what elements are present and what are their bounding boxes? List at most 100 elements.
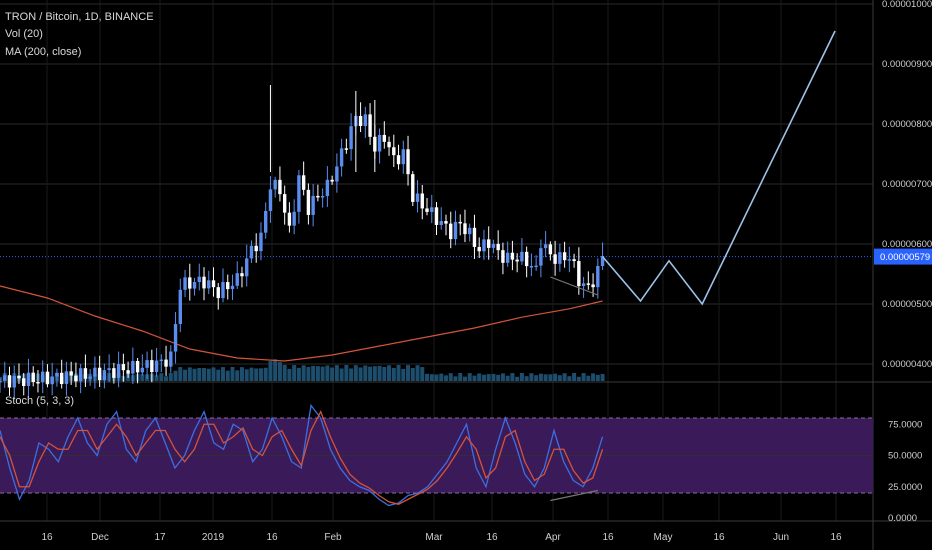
candle-body [0,380,2,383]
volume-bar [334,365,339,381]
price-tick-label: 0.00001000 [882,0,932,10]
volume-bar [244,369,249,381]
volume-bar [415,365,420,381]
candle-body [539,248,543,266]
candle-body [439,221,443,225]
candle-body [510,252,515,260]
candle-body [26,372,31,386]
volume-bar [439,373,444,381]
volume-bar [258,368,263,381]
candle-body [74,375,78,382]
volume-bar [187,367,192,381]
candle-body [263,210,268,233]
time-tick-label: 16 [41,532,53,543]
candle-body [406,149,410,175]
stoch-legend[interactable]: Stoch (5, 3, 3) [5,395,75,407]
candle-body [548,244,553,255]
current-price-tag [874,248,932,265]
candle-body [382,134,387,142]
candle-body [468,227,472,235]
volume-bar [453,376,458,381]
candle-body [553,254,557,264]
candle-body [178,289,182,324]
candle-body [112,368,116,378]
volume-bar [301,365,306,381]
volume-bar [197,367,202,381]
volume-bar [591,373,596,381]
ma-legend[interactable]: MA (200, close) [5,46,82,58]
candle-body [121,364,126,371]
price-tick-label: 0.00000600 [882,239,932,250]
candle-body [434,207,439,225]
time-tick-label: 2019 [202,532,225,543]
candle-body [245,258,249,277]
volume-bar [510,373,515,381]
stoch-tick-label: 75.0000 [888,419,922,430]
candle-body [183,277,187,290]
time-tick-label: Apr [545,532,561,543]
candle-body [154,360,159,373]
volume-bar [0,377,2,381]
price-axis[interactable]: 0.00001000 0.00000900 0.00000800 0.00000700… [874,0,932,524]
volume-bar [287,368,292,381]
candle-body [425,208,429,212]
candle-body [211,280,216,288]
time-tick-label: 16 [830,532,842,543]
stoch-line-d [0,410,604,505]
candle-body [273,179,277,190]
volume-bar [420,367,425,381]
volume-bar [235,370,240,381]
price-tick-label: 0.00000700 [882,179,932,190]
candle-body [59,372,64,385]
candle-body [93,367,97,377]
volume-bar [401,368,406,381]
volume-bar [534,375,539,381]
volume-legend[interactable]: Vol (20) [5,28,43,40]
candle-body [7,375,12,388]
candle-body [235,273,239,286]
volume-bar [505,375,510,381]
candle-body [596,265,600,288]
time-tick-label: 16 [713,532,725,543]
candle-body [150,360,154,373]
candle-body [515,259,519,262]
volume-bar [164,376,169,381]
volume-bar [320,366,325,381]
candle-body [577,261,581,287]
time-tick-label: Mar [425,532,443,543]
volume-bar [496,374,501,381]
volume-bar [529,373,534,381]
volume-bar [339,368,344,381]
volume-bar [372,366,377,381]
volume-bar [410,368,415,381]
candle-body [297,175,301,212]
candle-body [12,375,16,388]
candle-body [562,252,567,261]
candle-body [254,245,258,252]
candle-body [420,193,424,209]
volume-bar [249,367,254,381]
candle-body [482,239,486,252]
candle-body [529,265,534,268]
candle-body [287,212,292,226]
candle-body [88,376,92,379]
candle-body [97,367,102,381]
candle-body [339,148,344,167]
stoch-divergence-line [550,489,598,502]
time-axis[interactable]: 16 Dec 17 2019 16 Feb Mar 16 Apr 16 May 16 Jun 16 [41,532,842,543]
candle-body [259,232,263,252]
volume-bar [562,373,567,381]
volume-bar [263,367,268,381]
candle-body [330,179,334,182]
volume-bar [239,367,244,381]
projection-line [601,30,836,306]
candle-body [230,285,235,290]
volume-bar [296,367,301,381]
volume-bar [168,373,173,381]
candle-body [491,243,496,248]
candle-body [392,147,396,156]
symbol-legend[interactable]: TRON / Bitcoin, 1D, BINANCE [5,11,154,23]
candle-body [387,141,391,148]
volume-bar [472,375,477,381]
